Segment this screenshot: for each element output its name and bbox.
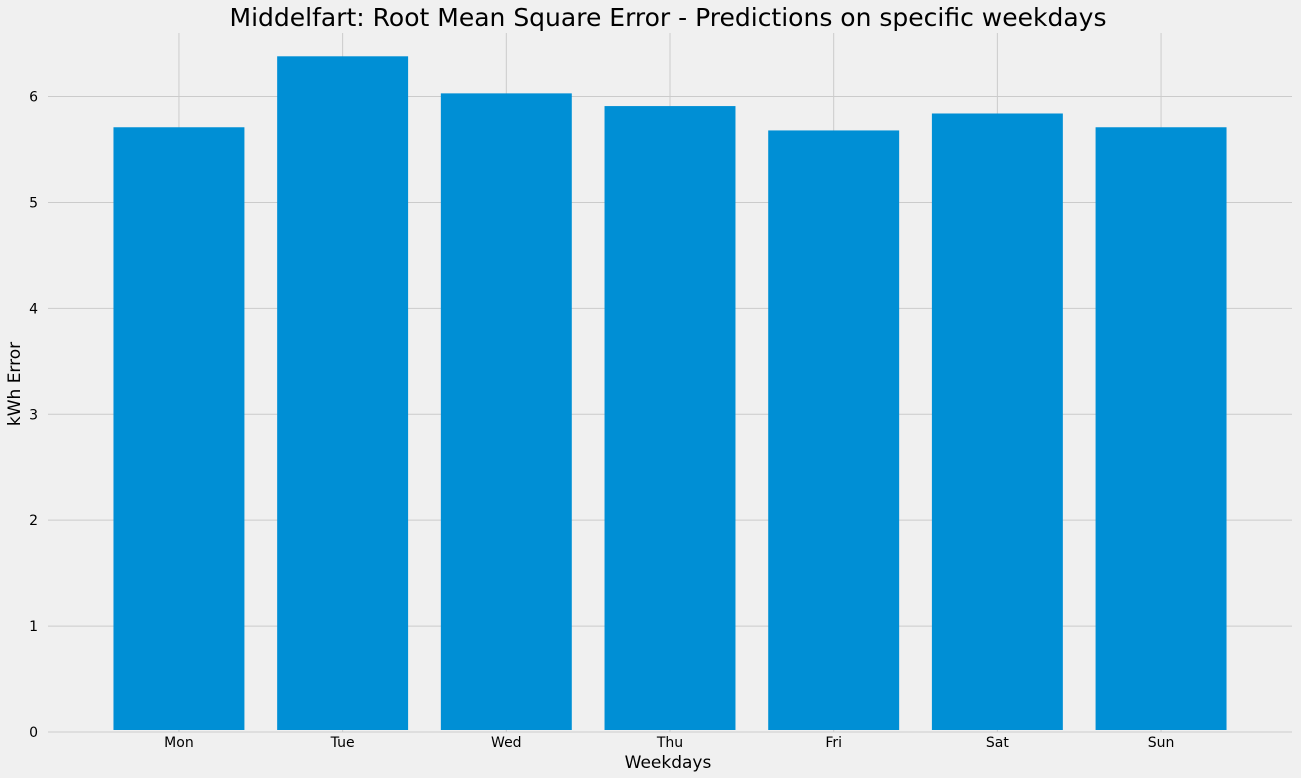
x-tick-label-thu: Thu [656,735,683,751]
chart-title: Middelfart: Root Mean Square Error - Pre… [230,3,1107,32]
y-tick-label: 1 [29,619,38,635]
x-tick-labels: Mon Tue Wed Thu Fri Sat Sun [164,735,1174,751]
y-tick-label: 0 [29,725,38,741]
x-tick-label-sun: Sun [1148,735,1175,751]
bar-fri [768,130,900,730]
bar-mon [113,127,245,730]
bar-tue [277,56,409,731]
y-tick-labels: 0 1 2 3 4 5 6 [29,90,38,741]
x-tick-label-fri: Fri [825,735,842,751]
y-tick-label: 2 [29,513,38,529]
bar-sun [1095,127,1227,730]
y-tick-label: 4 [29,301,38,317]
bar-wed [440,93,572,731]
x-tick-label-mon: Mon [164,735,194,751]
x-axis-label: Weekdays [625,753,712,773]
x-tick-label-wed: Wed [491,735,522,751]
x-tick-label-tue: Tue [330,735,355,751]
bars [113,56,1227,731]
y-tick-label: 6 [29,90,38,106]
y-tick-label: 3 [29,407,38,423]
y-axis-label: kWh Error [5,342,25,426]
bar-sat [931,113,1063,730]
y-tick-label: 5 [29,195,38,211]
x-tick-label-sat: Sat [986,735,1009,751]
bar-thu [604,106,736,730]
